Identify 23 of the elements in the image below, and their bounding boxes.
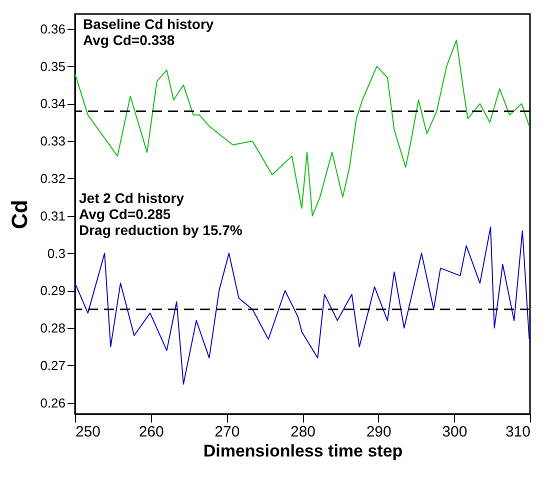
y-tick-label: 0.34 xyxy=(40,96,66,112)
annotation: Baseline Cd history Avg Cd=0.338 xyxy=(83,16,214,48)
y-tick-label: 0.29 xyxy=(40,283,66,298)
x-tick-label: 250 xyxy=(76,424,101,440)
y-axis-title: Cd xyxy=(7,200,32,230)
y-tick-label: 0.32 xyxy=(40,170,66,186)
x-tick-label: 270 xyxy=(214,424,240,440)
y-tick-label: 0.27 xyxy=(40,358,66,373)
x-tick-label: 280 xyxy=(290,424,316,440)
x-tick-label: 260 xyxy=(138,424,164,440)
y-tick-label: 0.3 xyxy=(47,246,66,261)
x-tick-label: 300 xyxy=(442,424,468,440)
y-tick-label: 0.36 xyxy=(40,21,66,36)
y-tick-label: 0.35 xyxy=(40,58,66,74)
y-tick-label: 0.31 xyxy=(40,208,66,224)
annotation: Jet 2 Cd history Avg Cd=0.285 Drag reduction by 15.7% xyxy=(79,190,243,238)
y-tick-label: 0.26 xyxy=(40,395,66,410)
y-tick-label: 0.28 xyxy=(40,320,66,336)
line-series xyxy=(75,226,530,385)
x-axis-title: Dimensionless time step xyxy=(203,442,403,460)
x-tick-label: 310 xyxy=(505,424,530,440)
x-tick-label: 290 xyxy=(366,424,392,440)
y-tick-label: 0.33 xyxy=(40,134,66,149)
